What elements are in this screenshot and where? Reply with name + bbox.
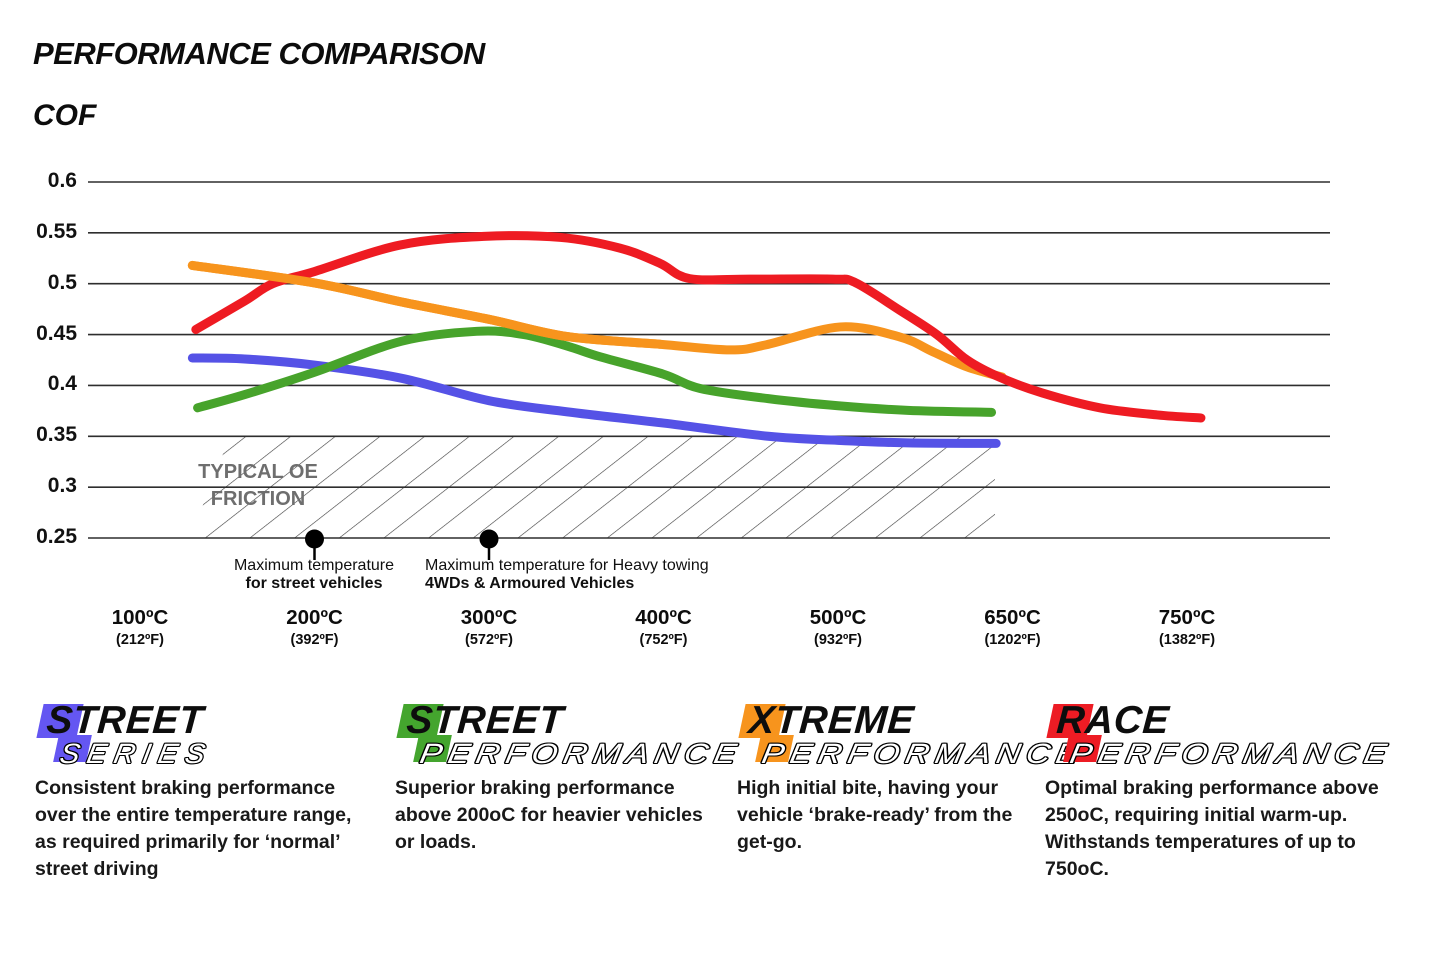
x-tick-celsius: 500ºC bbox=[809, 606, 867, 629]
street-series-description: Consistent braking performance over the … bbox=[35, 777, 352, 880]
xtreme-performance-logo: XTREME PERFORMANCE bbox=[737, 698, 1087, 770]
race-performance-description: Optimal braking performance above 250oC,… bbox=[1045, 777, 1379, 880]
x-tick-fahrenheit: (932ºF) bbox=[813, 632, 862, 648]
oe-label-line2: FRICTION bbox=[210, 488, 306, 510]
street-series-logo: STREET SERIES bbox=[35, 698, 367, 770]
y-tick-label: 0.45 bbox=[36, 321, 77, 345]
y-tick-label: 0.5 bbox=[47, 270, 77, 294]
series-line-street-performance bbox=[193, 326, 997, 417]
annotation-line: Maximum temperature bbox=[233, 557, 395, 574]
x-tick-fahrenheit: (1382ºF) bbox=[1158, 632, 1216, 648]
series-line-xtreme-performance-overlay bbox=[187, 260, 665, 349]
legend-column-street-performance: STREET PERFORMANCE Superior braking perf… bbox=[395, 698, 745, 908]
annotation-street-max-temp: Maximum temperature for street vehicles bbox=[164, 557, 464, 593]
x-tick-fahrenheit: (392ºF) bbox=[290, 632, 339, 648]
legend-column-race-performance: RACE PERFORMANCE Optimal braking perform… bbox=[1045, 698, 1395, 908]
race-performance-logo: RACE PERFORMANCE bbox=[1045, 698, 1395, 770]
annotation-line-bold: 4WDs & Armoured Vehicles bbox=[425, 575, 635, 592]
x-tick-fahrenheit: (212ºF) bbox=[115, 632, 164, 648]
oe-label-line1: TYPICAL OE bbox=[198, 461, 318, 483]
y-tick-label: 0.35 bbox=[36, 423, 77, 447]
street-performance-description: Superior braking performance above 200oC… bbox=[395, 777, 703, 853]
legend-column-xtreme-performance: XTREME PERFORMANCE High initial bite, ha… bbox=[737, 698, 1087, 908]
x-tick-celsius: 650ºC bbox=[984, 606, 1041, 629]
x-tick-fahrenheit: (572ºF) bbox=[464, 632, 513, 648]
x-tick-label: 300ºC (572ºF) bbox=[419, 606, 559, 648]
x-tick-label: 500ºC (932ºF) bbox=[768, 606, 908, 648]
x-tick-celsius: 750ºC bbox=[1158, 606, 1216, 629]
x-tick-label: 750ºC (1382ºF) bbox=[1117, 606, 1257, 648]
street-performance-logo-word: STREET bbox=[405, 699, 565, 742]
cof-axis-title: COF bbox=[33, 99, 97, 132]
street-series-logo-sub: SERIES bbox=[57, 738, 215, 769]
annotation-heavy-towing-max-temp: Maximum temperature for Heavy towing 4WD… bbox=[425, 557, 755, 593]
legend-column-street-series: STREET SERIES Consistent braking perform… bbox=[35, 698, 367, 908]
y-tick-label: 0.25 bbox=[36, 525, 77, 548]
y-tick-label: 0.3 bbox=[47, 474, 77, 498]
race-performance-logo-word: RACE bbox=[1055, 699, 1171, 742]
y-tick-label: 0.4 bbox=[47, 372, 77, 396]
street-series-logo-word: STREET bbox=[45, 699, 205, 742]
series-line-street-series bbox=[187, 353, 1001, 448]
x-tick-celsius: 400ºC bbox=[635, 606, 692, 629]
series-line-race-performance bbox=[191, 231, 1206, 423]
xtreme-performance-description: High initial bite, having your vehicle ‘… bbox=[737, 777, 1013, 853]
race-performance-logo-sub: PERFORMANCE bbox=[1067, 738, 1395, 769]
page-title: PERFORMANCE COMPARISON bbox=[33, 36, 485, 71]
x-tick-label: 400ºC (752ºF) bbox=[594, 606, 734, 648]
max-temp-marker bbox=[305, 529, 324, 549]
y-tick-label: 0.55 bbox=[36, 219, 77, 243]
xtreme-performance-logo-word: XTREME bbox=[747, 699, 916, 742]
x-tick-celsius: 200ºC bbox=[286, 606, 343, 629]
x-tick-celsius: 300ºC bbox=[460, 606, 518, 629]
x-tick-label: 200ºC (392ºF) bbox=[245, 606, 385, 648]
annotation-line: Maximum temperature for Heavy towing bbox=[425, 557, 709, 574]
x-tick-label: 650ºC (1202ºF) bbox=[943, 606, 1083, 648]
x-tick-fahrenheit: (752ºF) bbox=[639, 632, 688, 648]
x-tick-celsius: 100ºC bbox=[111, 606, 169, 629]
annotation-line-bold: for street vehicles bbox=[245, 575, 383, 592]
x-tick-label: 100ºC (212ºF) bbox=[70, 606, 210, 648]
series-line-xtreme-performance bbox=[187, 260, 1007, 382]
y-tick-label: 0.6 bbox=[47, 169, 77, 192]
xtreme-performance-logo-sub: PERFORMANCE bbox=[759, 738, 1087, 769]
street-performance-logo: STREET PERFORMANCE bbox=[395, 698, 745, 770]
max-temp-marker bbox=[479, 529, 499, 549]
typical-oe-friction-label: TYPICAL OE FRICTION bbox=[193, 459, 323, 513]
x-tick-fahrenheit: (1202ºF) bbox=[984, 632, 1041, 648]
street-performance-logo-sub: PERFORMANCE bbox=[417, 738, 745, 769]
